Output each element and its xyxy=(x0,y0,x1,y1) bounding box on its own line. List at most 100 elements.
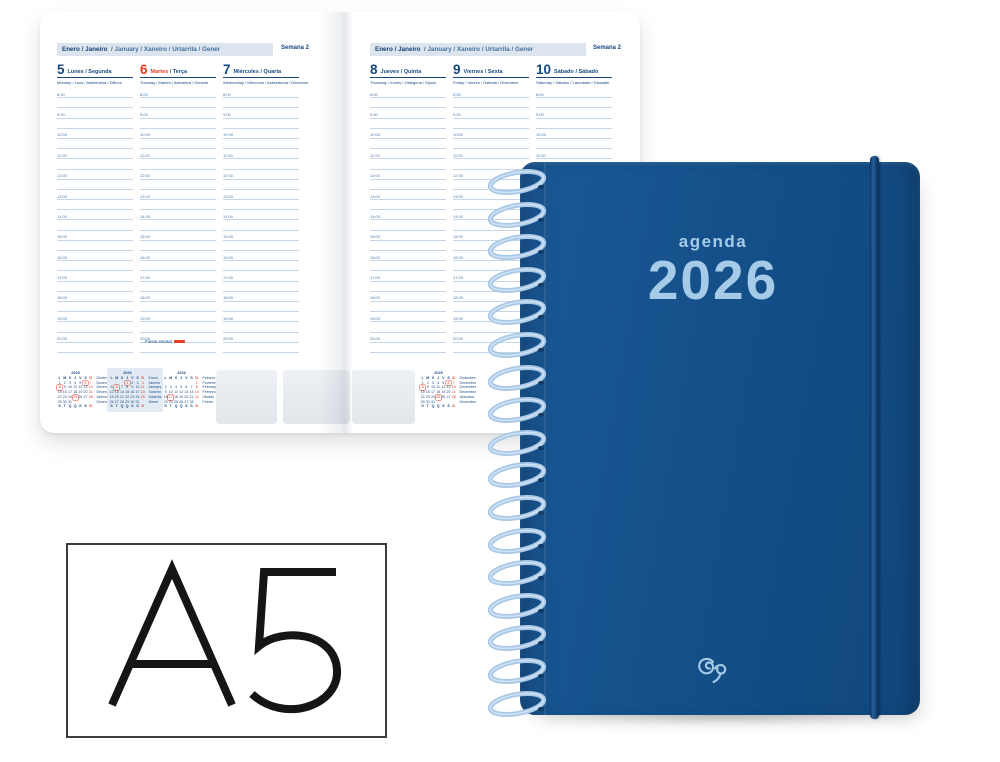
half-hour-row xyxy=(223,139,299,150)
calendar-cell: 3 xyxy=(68,380,71,385)
calendar-cell: 24 xyxy=(430,394,435,399)
mini-calendar-strip: 2025 L M X J V S D 1 2 3 4 5 6 7 8 9 10 11 12 13 14 15 16 17 18 19… xyxy=(40,368,640,428)
half-hour-row xyxy=(453,322,529,333)
calendar-cell: 20 xyxy=(184,394,189,399)
spiral-coil-icon xyxy=(486,559,548,587)
half-hour-row xyxy=(140,119,216,129)
calendar-cell: V xyxy=(185,376,188,380)
hour-row: 19:00 xyxy=(223,312,299,323)
hour-grid: 8:00 9:00 10:00 11:00 12:00 13:00 14:00 15:00 16… xyxy=(140,88,216,353)
calendar-cell: T xyxy=(426,404,429,409)
calendar-cell: 22 xyxy=(125,394,130,399)
calendar-cell: J xyxy=(74,376,77,380)
hour-label: 20:00 xyxy=(140,336,151,342)
hour-grid: 8:00 9:00 10:00 11:00 12:00 13:00 14:00 15:00 16… xyxy=(370,88,446,353)
half-hour-row xyxy=(140,180,216,190)
calendar-grid: 2025 L M X J V S D 1 2 3 4 5 6 7 8 9 10 11 12 13 14 15 16 17 18 19… xyxy=(420,371,457,409)
hour-label: 19:00 xyxy=(370,315,381,321)
day-name-pt: / Quarta xyxy=(260,69,282,75)
calendar-cell: D xyxy=(452,376,456,380)
week-label: Semana 2 xyxy=(593,45,622,51)
hour-row: 13:00 xyxy=(57,190,133,201)
day-column: 7 Miércoles / Quarta Wednesday / Mércores … xyxy=(223,60,308,353)
day-names: Miércoles / Quarta xyxy=(234,69,282,76)
calendar-cell: 23 xyxy=(130,394,135,399)
calendar-cell: 21 xyxy=(119,394,124,399)
day-alt-names: Monday / Luns / Astelehena / Dilluns xyxy=(57,79,122,85)
hour-row: 20:00 xyxy=(370,333,446,343)
day-name-es: Miércoles xyxy=(233,69,261,75)
hour-row: 15:00 xyxy=(370,231,446,241)
calendar-week-row: 29 30 31 xyxy=(420,400,457,405)
day-name-pt: / Quinta xyxy=(400,69,422,75)
brand-logo-icon xyxy=(694,654,732,688)
calendar-cell: V xyxy=(131,376,134,380)
half-hour-row xyxy=(223,98,299,109)
half-hour-row xyxy=(57,220,133,231)
hour-label: 9:00 xyxy=(57,112,65,118)
hour-row: 16:00 xyxy=(370,251,446,262)
month-name: Desembre xyxy=(96,399,114,404)
calendar-month-names: Diciembre Dezembro December Decembro Abendua… xyxy=(97,371,114,409)
hour-row: 17:00 xyxy=(140,271,216,282)
month-header-bar: Enero / Janeiro / January / Xaneiro / Ur… xyxy=(370,43,586,56)
spiral-coil-icon xyxy=(486,201,548,229)
day-alt-names: Thursday / Xoves / Osteguna / Dijous xyxy=(370,79,437,85)
day-names: Lunes / Segunda xyxy=(68,69,112,76)
mini-calendar: 2025 L M X J V S D 1 2 3 4 5 6 7 8 9 10 11 12 13 14 15 16 17 18 19… xyxy=(418,368,478,412)
spiral-coil-icon xyxy=(486,592,548,620)
hour-row: 15:00 xyxy=(223,231,299,241)
day-column: 8 Jueves / Quinta Thursday / Xoves / Osteg… xyxy=(370,60,446,353)
calendar-week-row: 5 6 7 8 9 10 11 xyxy=(109,385,146,390)
calendar-cell: 7 xyxy=(120,385,123,390)
month-header-bar: Enero / Janeiro / January / Xaneiro / Ur… xyxy=(57,43,273,56)
calendar-cell: 4 xyxy=(437,380,440,385)
calendar-cell: 28 xyxy=(451,394,456,399)
day-names: Martes / Terça xyxy=(151,69,188,76)
calendar-cell: 3 xyxy=(431,380,434,385)
hour-row: 19:00 xyxy=(370,312,446,323)
half-hour-row xyxy=(57,119,133,129)
calendar-cell: 1 xyxy=(421,380,424,385)
day-number: 8 xyxy=(370,62,378,77)
calendar-cell: 27 xyxy=(83,394,88,399)
hour-label: 15:00 xyxy=(453,234,464,240)
hour-row: 16:00 xyxy=(140,251,216,262)
half-hour-row xyxy=(57,139,133,150)
hour-label: 9:00 xyxy=(370,112,378,118)
hour-label: 9:00 xyxy=(453,112,461,118)
hour-row: 19:00 xyxy=(57,312,133,323)
calendar-cell: L xyxy=(164,376,167,380)
hour-label: 15:00 xyxy=(223,234,234,240)
hour-label: 10:00 xyxy=(140,132,151,138)
day-alt-names: Tuesday / Martes / Asteartea / Dimarts xyxy=(140,79,209,85)
calendar-cell: 6 xyxy=(84,380,87,385)
hour-row: 8:00 xyxy=(536,88,612,99)
calendar-grid: 2026 L M X J V S D 1 2 3 4 5 6 7 8 9 10 11 12 13 14 15 16 17 18 19… xyxy=(109,371,146,409)
day-header: 5 Lunes / Segunda xyxy=(57,60,133,78)
calendar-cell: S xyxy=(421,404,424,409)
calendar-cell: Q xyxy=(120,404,124,409)
calendar-cell: S xyxy=(164,404,167,409)
half-hour-row xyxy=(223,261,299,272)
calendar-cell: 9 xyxy=(63,385,66,390)
calendar-cell: 17 xyxy=(135,390,140,395)
calendar-cell: S xyxy=(190,376,193,380)
day-alt-names: Friday / Venres / Ostirala / Divendres xyxy=(453,79,519,85)
month-name: February xyxy=(202,385,217,390)
month-name: Abendua xyxy=(96,394,111,399)
calendar-cell: 21 xyxy=(189,394,194,399)
calendar-cell: X xyxy=(68,376,72,380)
calendar-cell: L xyxy=(58,376,61,380)
calendar-cell: Q xyxy=(73,404,77,409)
calendar-cell: 21 xyxy=(451,390,456,395)
calendar-cell: D xyxy=(141,376,145,380)
hour-row: 11:00 xyxy=(223,149,299,160)
month-header-primary: Enero / Janeiro xyxy=(375,46,421,53)
blurred-box xyxy=(216,370,277,424)
calendar-cell: 23 xyxy=(62,394,67,399)
